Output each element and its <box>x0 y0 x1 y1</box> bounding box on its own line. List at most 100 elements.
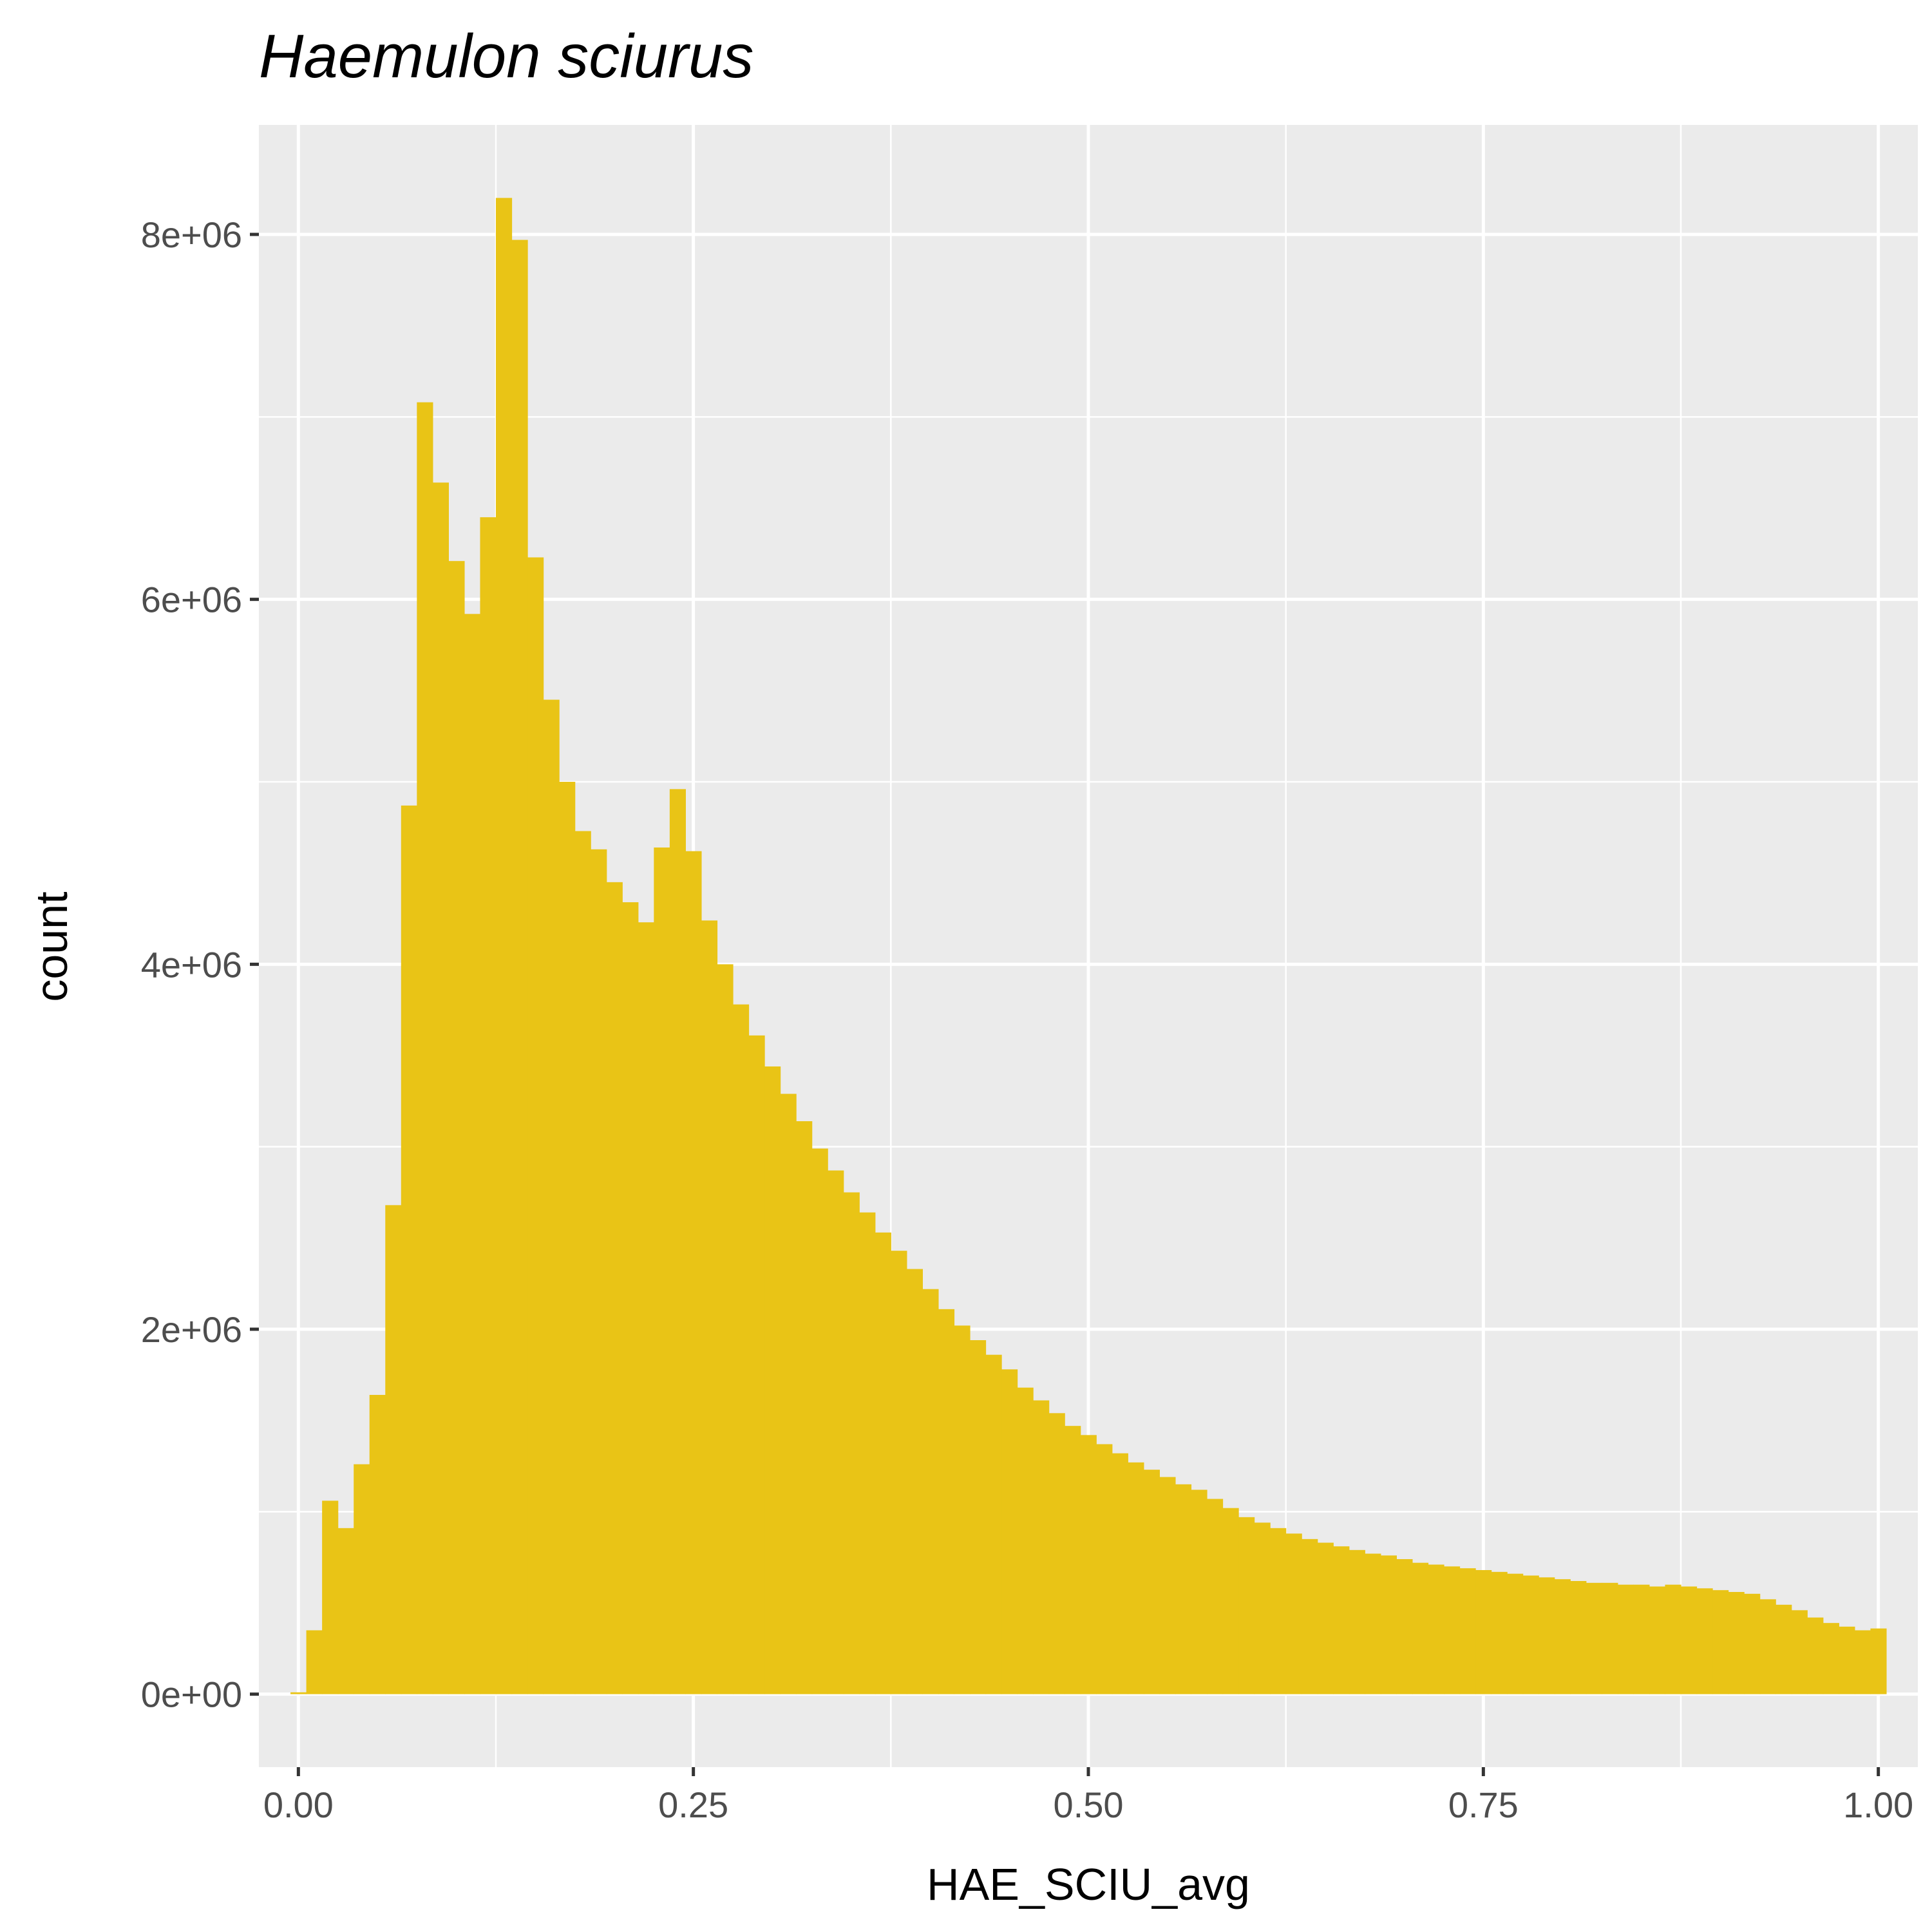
histogram-bar <box>1222 1508 1239 1694</box>
chart-title: Haemulon sciurus <box>259 22 753 91</box>
y-axis: 0e+00 2e+06 4e+06 6e+06 8e+06 <box>141 214 259 1715</box>
histogram-bar <box>1017 1387 1034 1694</box>
histogram-bar <box>1617 1584 1634 1694</box>
y-axis-title: count <box>26 891 77 1001</box>
histogram-bar <box>669 789 686 1694</box>
histogram-bar <box>1207 1499 1224 1694</box>
histogram-bar <box>559 782 576 1694</box>
x-tick-label: 1.00 <box>1843 1785 1913 1825</box>
histogram-bar <box>1396 1559 1413 1694</box>
histogram-bar <box>496 198 513 1694</box>
histogram-bar <box>1696 1588 1713 1694</box>
histogram-bar <box>828 1170 844 1694</box>
histogram-bar <box>1870 1628 1887 1694</box>
histogram-bar <box>780 1094 797 1694</box>
histogram-bar <box>1444 1566 1461 1694</box>
histogram-bar <box>606 882 623 1694</box>
histogram-bar <box>875 1232 891 1694</box>
histogram-bar <box>1712 1590 1729 1694</box>
histogram-bar <box>401 805 417 1694</box>
histogram-bar <box>1428 1564 1444 1694</box>
y-tick-label: 4e+06 <box>141 944 242 985</box>
x-tick-label: 0.50 <box>1054 1785 1124 1825</box>
histogram-bar <box>337 1528 354 1694</box>
histogram-bar <box>480 517 497 1694</box>
histogram-bar <box>1033 1400 1050 1694</box>
histogram-bar <box>938 1309 955 1694</box>
histogram-bar <box>1159 1477 1176 1694</box>
histogram-bar <box>527 557 544 1694</box>
y-tick-label: 0e+00 <box>141 1674 242 1715</box>
histogram-bar <box>1854 1630 1871 1694</box>
histogram-bar <box>922 1289 939 1694</box>
histogram-bar <box>843 1192 860 1694</box>
histogram-bar <box>1143 1470 1160 1694</box>
histogram-bar <box>1238 1517 1255 1694</box>
histogram-bar <box>591 849 607 1694</box>
histogram-bar <box>970 1340 987 1694</box>
histogram-bar <box>733 1004 750 1694</box>
histogram-bar <box>385 1205 402 1694</box>
histogram-bar <box>290 1692 307 1694</box>
histogram-bar <box>1285 1533 1302 1694</box>
histogram-bar <box>891 1251 907 1694</box>
histogram-bar <box>1570 1581 1587 1694</box>
x-axis: 0.00 0.25 0.50 0.75 1.00 <box>263 1767 1913 1825</box>
histogram-bar <box>1096 1444 1113 1694</box>
histogram-bar <box>432 482 449 1694</box>
histogram-bar <box>322 1501 339 1694</box>
histogram-bar <box>1080 1435 1097 1694</box>
y-tick-label: 8e+06 <box>141 214 242 255</box>
histogram-bar <box>796 1121 813 1694</box>
histogram-bar <box>1270 1528 1287 1694</box>
histogram-bar <box>1191 1490 1208 1694</box>
histogram-bar <box>543 699 560 1694</box>
histogram-bar <box>1776 1604 1792 1694</box>
histogram-bar <box>906 1269 923 1694</box>
histogram-bar <box>1001 1369 1018 1694</box>
histogram-bar <box>1807 1617 1824 1694</box>
x-tick-label: 0.25 <box>658 1785 728 1825</box>
x-tick-label: 0.75 <box>1448 1785 1519 1825</box>
histogram-bar <box>1254 1522 1271 1694</box>
histogram-bar <box>1380 1555 1397 1694</box>
histogram-bar <box>354 1464 370 1694</box>
histogram-bar <box>1349 1549 1365 1694</box>
histogram-bar <box>1333 1546 1350 1694</box>
histogram-bar <box>417 402 433 1694</box>
histogram-bar <box>954 1325 971 1694</box>
histogram-bar <box>717 964 734 1694</box>
histogram-bar <box>1791 1610 1808 1694</box>
histogram-bar <box>1839 1626 1855 1694</box>
histogram-bar <box>764 1066 781 1694</box>
histogram-bar <box>1365 1553 1381 1694</box>
histogram-bar <box>1823 1623 1839 1694</box>
histogram-bar <box>1522 1575 1539 1694</box>
histogram-bar <box>638 922 654 1694</box>
y-tick-label: 2e+06 <box>141 1309 242 1350</box>
histogram-bar <box>1759 1599 1776 1694</box>
x-tick-label: 0.00 <box>263 1785 334 1825</box>
histogram-bar <box>1491 1571 1508 1694</box>
histogram-bar <box>1317 1542 1334 1694</box>
histogram-bar <box>574 831 591 1694</box>
histogram-bar <box>1048 1413 1065 1694</box>
histogram-bar <box>654 848 670 1694</box>
histogram-bar <box>685 851 702 1694</box>
histogram-bar <box>748 1035 765 1694</box>
histogram-bar <box>859 1212 876 1694</box>
histogram-bar <box>1507 1573 1524 1694</box>
histogram-bar <box>464 614 481 1694</box>
histogram-bar <box>1302 1539 1318 1694</box>
histogram-bar <box>1412 1562 1429 1694</box>
histogram-bar <box>701 920 718 1694</box>
histogram-bar <box>448 561 465 1694</box>
histogram-bar <box>1602 1582 1618 1694</box>
y-tick-label: 6e+06 <box>141 580 242 620</box>
histogram-bar <box>1175 1484 1192 1694</box>
histogram-bar <box>1586 1582 1602 1694</box>
histogram-bar <box>1065 1426 1081 1694</box>
histogram-bar <box>1728 1592 1745 1694</box>
histogram-bar <box>622 902 639 1694</box>
